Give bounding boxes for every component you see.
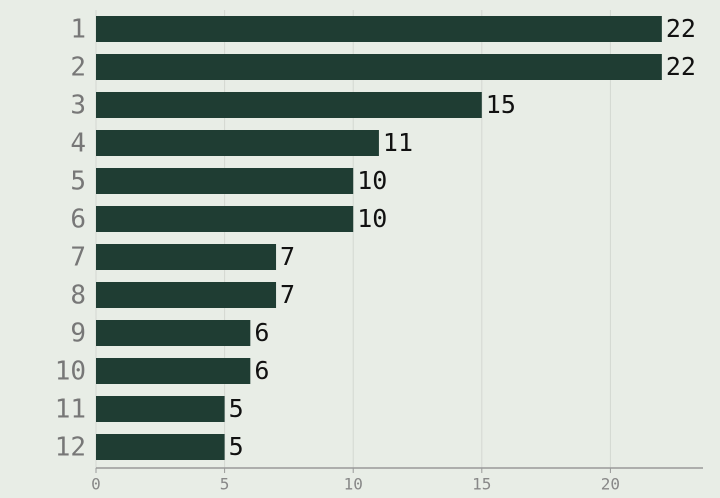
value-label: 5: [229, 394, 244, 423]
x-tick-label: 20: [601, 475, 620, 494]
value-label: 5: [229, 432, 244, 461]
value-label: 22: [666, 52, 696, 81]
value-label: 7: [280, 242, 295, 271]
value-label: 10: [357, 166, 387, 195]
y-tick-label: 12: [55, 433, 86, 463]
y-tick-label: 7: [70, 243, 86, 273]
y-tick-label: 4: [70, 129, 86, 159]
bar: [96, 130, 379, 156]
y-tick-label: 5: [70, 167, 86, 197]
y-tick-label: 3: [70, 91, 86, 121]
value-label: 6: [254, 356, 269, 385]
bar: [96, 244, 277, 270]
x-tick-label: 0: [91, 475, 101, 494]
bar: [96, 320, 251, 346]
value-label: 6: [254, 318, 269, 347]
bar: [96, 54, 662, 80]
y-tick-label: 2: [70, 53, 86, 83]
bar: [96, 396, 225, 422]
x-tick-label: 5: [220, 475, 230, 494]
value-label: 7: [280, 280, 295, 309]
x-tick-label: 15: [472, 475, 491, 494]
value-label: 15: [486, 90, 516, 119]
y-tick-label: 9: [70, 319, 86, 349]
y-tick-label: 10: [55, 357, 86, 387]
y-tick-label: 11: [55, 395, 86, 425]
bar: [96, 168, 354, 194]
bar: [96, 282, 277, 308]
value-label: 11: [383, 128, 413, 157]
bar: [96, 358, 251, 384]
y-tick-label: 6: [70, 205, 86, 235]
bar: [96, 92, 482, 118]
y-tick-label: 1: [70, 15, 86, 45]
y-tick-label: 8: [70, 281, 86, 311]
bar: [96, 206, 354, 232]
x-tick-label: 10: [344, 475, 363, 494]
bar: [96, 16, 662, 42]
bar: [96, 434, 225, 460]
value-label: 10: [357, 204, 387, 233]
value-label: 22: [666, 14, 696, 43]
